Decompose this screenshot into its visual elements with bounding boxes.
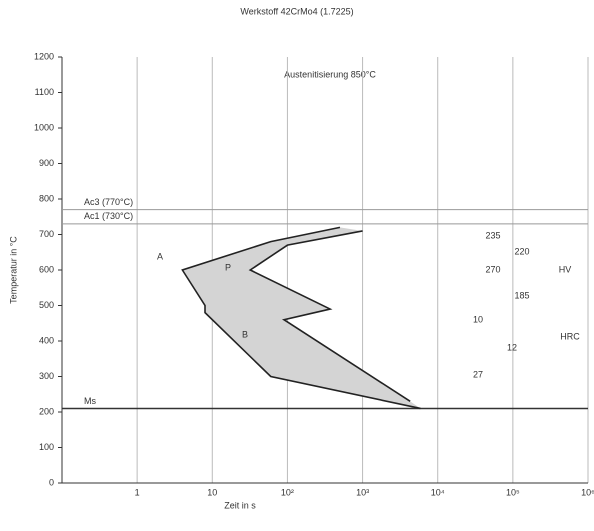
reference-label: Ac3 (770°C) xyxy=(84,197,133,207)
annotation: B xyxy=(242,329,248,339)
curve xyxy=(248,230,411,403)
y-tick-label: 500 xyxy=(39,300,54,310)
transformation-region xyxy=(182,227,421,409)
reference-label: Ms xyxy=(84,396,96,406)
y-tick-label: 900 xyxy=(39,158,54,168)
x-tick-label: 10² xyxy=(281,487,294,497)
y-tick-label: 800 xyxy=(39,193,54,203)
y-tick-label: 100 xyxy=(39,442,54,452)
annotation: 270 xyxy=(485,264,500,274)
annotation: HV xyxy=(559,264,572,274)
annotation: A xyxy=(157,251,163,261)
x-tick-label: 10⁵ xyxy=(506,487,520,497)
x-axis-label: Zeit in s xyxy=(224,500,256,510)
chart-subtitle: Austenitisierung 850°C xyxy=(284,69,376,79)
x-tick-label: 10⁴ xyxy=(431,487,445,497)
y-tick-label: 1200 xyxy=(34,51,54,61)
annotation: 185 xyxy=(514,290,529,300)
annotation: 235 xyxy=(485,230,500,240)
curve xyxy=(181,226,421,410)
y-tick-label: 700 xyxy=(39,229,54,239)
y-tick-label: 400 xyxy=(39,335,54,345)
annotation: 12 xyxy=(507,342,517,352)
annotation: P xyxy=(225,262,231,272)
y-axis-label: Temperatur in °C xyxy=(8,236,18,304)
annotation: 27 xyxy=(473,369,483,379)
annotation: 220 xyxy=(514,246,529,256)
x-tick-label: 10⁶ xyxy=(581,487,594,497)
y-tick-label: 1000 xyxy=(34,122,54,132)
reference-label: Ac1 (730°C) xyxy=(84,211,133,221)
y-tick-label: 1100 xyxy=(35,87,54,97)
annotation: HRC xyxy=(560,331,580,341)
y-tick-label: 600 xyxy=(39,264,54,274)
chart-title: Werkstoff 42CrMo4 (1.7225) xyxy=(240,6,353,16)
x-tick-label: 10 xyxy=(207,487,217,497)
annotation: 10 xyxy=(473,314,483,324)
y-tick-label: 300 xyxy=(39,371,54,381)
x-tick-label: 10³ xyxy=(356,487,369,497)
y-tick-label: 0 xyxy=(49,477,54,487)
y-tick-label: 200 xyxy=(39,406,54,416)
x-tick-label: 1 xyxy=(135,487,140,497)
